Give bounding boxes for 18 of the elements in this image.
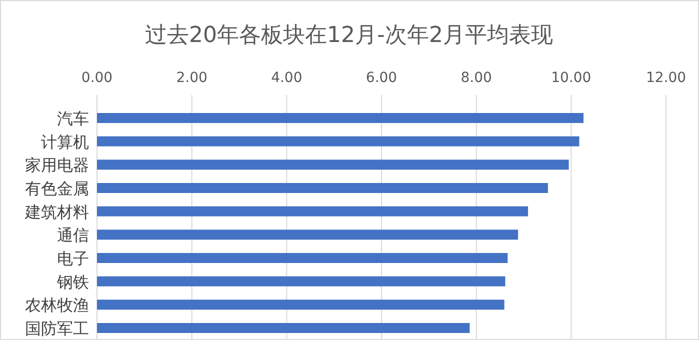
y-tick-label: 有色金属 (25, 179, 89, 198)
y-tick-label: 农林牧渔 (25, 296, 89, 315)
y-tick-label: 计算机 (41, 132, 89, 152)
y-tick-label: 家用电器 (25, 156, 89, 175)
x-tick-label: 8.00 (460, 70, 492, 86)
x-tick-label: 0.00 (81, 70, 113, 86)
y-tick-label: 汽车 (57, 109, 89, 128)
x-tick-label: 10.00 (551, 70, 592, 86)
x-tick-label: 2.00 (176, 70, 208, 86)
y-tick-label: 钢铁 (56, 272, 89, 292)
y-tick-label: 国防军工 (25, 319, 89, 338)
y-tick-label: 通信 (57, 226, 89, 245)
y-tick-label: 电子 (57, 249, 89, 268)
y-tick-label: 建筑材料 (24, 202, 89, 222)
title: 过去20年各板块在12月-次年2月平均表现 (145, 23, 553, 48)
x-tick-label: 12.00 (646, 70, 686, 86)
x-tick-label: 6.00 (366, 70, 398, 86)
x-tick-label: 4.00 (271, 70, 302, 86)
